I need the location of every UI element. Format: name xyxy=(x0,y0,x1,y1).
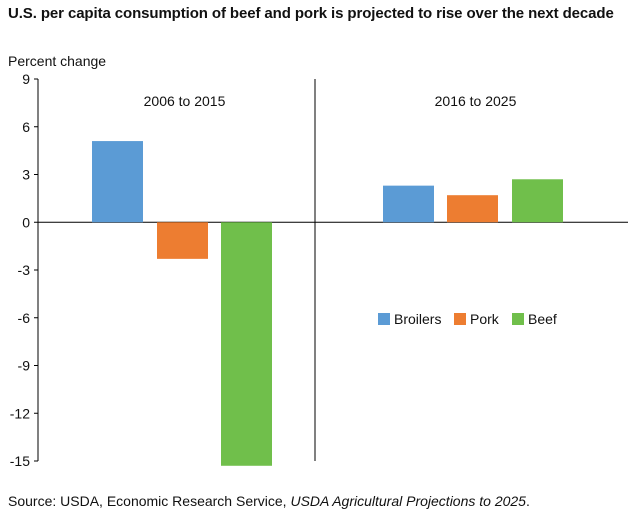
legend-label-pork: Pork xyxy=(470,311,500,327)
legend-swatch-pork xyxy=(454,313,466,325)
category-label: 2016 to 2025 xyxy=(435,93,517,109)
source-suffix: . xyxy=(525,493,530,509)
y-tick-label: 3 xyxy=(22,167,30,183)
legend-swatch-beef xyxy=(512,313,524,325)
y-tick-label: -9 xyxy=(18,358,31,374)
legend: Broilers Pork Beef xyxy=(378,311,557,327)
chart-title: U.S. per capita consumption of beef and … xyxy=(8,5,614,22)
y-tick-label: -6 xyxy=(18,310,31,326)
y-tick-label: -12 xyxy=(10,405,30,421)
bar-broilers xyxy=(383,185,434,223)
category-label: 2006 to 2015 xyxy=(144,93,226,109)
y-tick-label: 0 xyxy=(22,214,30,230)
y-tick-label: 9 xyxy=(22,71,30,87)
bars xyxy=(92,141,563,466)
y-axis-label: Percent change xyxy=(8,53,107,69)
bar-beef xyxy=(221,222,272,466)
y-tick-label: -3 xyxy=(18,262,31,278)
legend-swatch-broilers xyxy=(378,313,390,325)
bar-pork xyxy=(447,195,498,223)
source-note: Source: USDA, Economic Research Service,… xyxy=(8,493,530,509)
source-prefix: Source: USDA, Economic Research Service, xyxy=(8,493,291,509)
bar-beef xyxy=(512,179,563,223)
bar-pork xyxy=(157,222,208,259)
source-publication: USDA Agricultural Projections to 2025 xyxy=(290,493,526,509)
bar-broilers xyxy=(92,141,143,223)
y-tick-label: 6 xyxy=(22,119,30,135)
chart-labels: 9 6 3 0 -3 -6 -9 -12 -15 2006 to 2015 2016 to 2025 xyxy=(10,71,517,469)
y-tick-label: -15 xyxy=(10,453,30,469)
axes xyxy=(34,78,628,462)
legend-label-beef: Beef xyxy=(528,311,557,327)
legend-label-broilers: Broilers xyxy=(394,311,441,327)
